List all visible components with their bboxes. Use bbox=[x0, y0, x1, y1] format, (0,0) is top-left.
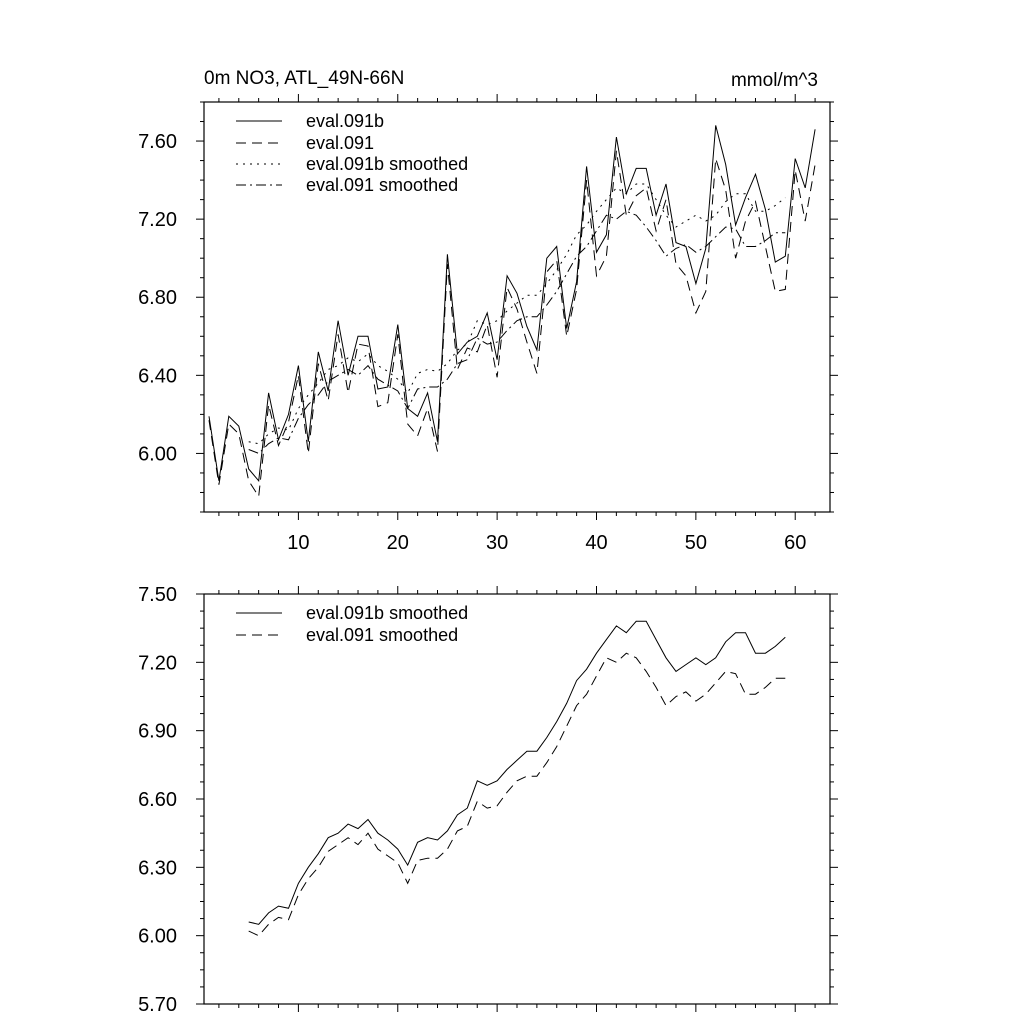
bottom-y-tick-label: 6.00 bbox=[138, 926, 177, 948]
bottom-y-tick-label: 5.70 bbox=[138, 994, 177, 1016]
bottom-y-tick-label: 6.90 bbox=[138, 721, 177, 743]
bottom-y-tick-label: 6.30 bbox=[138, 857, 177, 879]
bottom-y-tick-label: 7.50 bbox=[138, 584, 177, 606]
top-legend: eval.091b eval.091 eval.091b smoothed ev… bbox=[236, 111, 468, 195]
bottom-line-chart: 5.70 6.00 6.30 6.60 6.90 7.20 7.50 eval.091b s… bbox=[138, 584, 838, 1016]
top-y-tick-label: 7.20 bbox=[138, 209, 177, 231]
legend-label-eval-091-smoothed: eval.091 smoothed bbox=[306, 175, 458, 195]
top-series-group bbox=[208, 125, 816, 498]
bottom-axis-ticks: 5.70 6.00 6.30 6.60 6.90 7.20 7.50 bbox=[138, 584, 838, 1016]
top-series-eval-091b-smoothed bbox=[248, 183, 786, 445]
top-series-eval-091-smoothed bbox=[248, 210, 786, 454]
top-y-tick-label: 6.40 bbox=[138, 365, 177, 387]
top-y-tick-label: 7.60 bbox=[138, 131, 177, 153]
top-x-tick-label: 50 bbox=[685, 532, 707, 554]
bottom-series-eval-091b-smoothed bbox=[248, 620, 786, 925]
legend-label-eval-091b-smoothed: eval.091b smoothed bbox=[306, 603, 468, 623]
bottom-y-tick-label: 6.60 bbox=[138, 789, 177, 811]
bottom-legend: eval.091b smoothed eval.091 smoothed bbox=[236, 603, 468, 645]
top-x-tick-label: 40 bbox=[585, 532, 607, 554]
chart-units: mmol/m^3 bbox=[731, 70, 818, 91]
top-x-tick-label: 20 bbox=[387, 532, 409, 554]
bottom-y-tick-label: 7.20 bbox=[138, 652, 177, 674]
legend-label-eval-091-smoothed: eval.091 smoothed bbox=[306, 625, 458, 645]
chart-title: 0m NO3, ATL_49N-66N bbox=[204, 68, 404, 89]
top-series-eval-091 bbox=[208, 150, 816, 498]
top-x-tick-label: 60 bbox=[784, 532, 806, 554]
top-x-tick-label: 10 bbox=[287, 532, 309, 554]
top-x-tick-label: 30 bbox=[486, 532, 508, 554]
bottom-series-eval-091-smoothed bbox=[248, 652, 786, 937]
legend-label-eval-091b: eval.091b bbox=[306, 111, 384, 131]
top-y-tick-label: 6.00 bbox=[138, 443, 177, 465]
top-plot-frame bbox=[203, 101, 831, 513]
bottom-plot-frame bbox=[203, 593, 831, 1005]
top-line-chart: 0m NO3, ATL_49N-66N mmol/m^3 10 20 30 40 50 6… bbox=[138, 68, 838, 554]
legend-label-eval-091b-smoothed: eval.091b smoothed bbox=[306, 154, 468, 174]
bottom-series-group bbox=[248, 620, 786, 937]
top-series-eval-091b bbox=[208, 125, 816, 483]
legend-label-eval-091: eval.091 bbox=[306, 133, 374, 153]
top-axis-ticks: 10 20 30 40 50 60 6.00 6.40 6.80 7.20 7.60 bbox=[138, 94, 838, 554]
top-y-tick-label: 6.80 bbox=[138, 287, 177, 309]
